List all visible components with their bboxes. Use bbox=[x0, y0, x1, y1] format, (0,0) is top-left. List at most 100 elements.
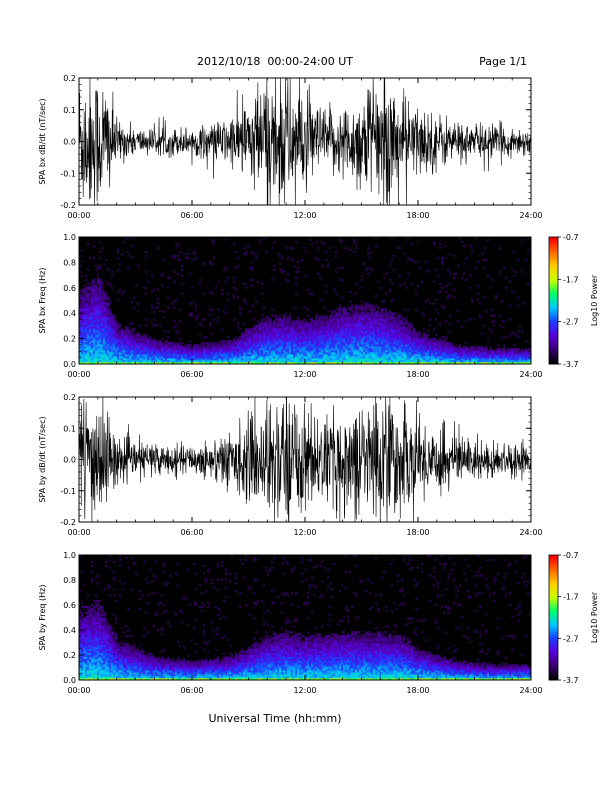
spectrogram-cell bbox=[343, 360, 346, 363]
spectrogram-cell bbox=[275, 330, 278, 333]
spectrogram-cell bbox=[377, 318, 380, 321]
spectrogram-cell bbox=[359, 328, 362, 331]
spectrogram-cell bbox=[367, 348, 370, 351]
spectrogram-cell bbox=[275, 350, 278, 353]
spectrogram-cell bbox=[401, 346, 404, 349]
spectrogram-cell bbox=[265, 330, 268, 333]
spectrogram-cell bbox=[523, 350, 526, 353]
spectrogram-cell bbox=[349, 332, 352, 335]
spectrogram-cell bbox=[339, 334, 342, 337]
spectrogram-cell bbox=[157, 360, 160, 363]
spectrogram-cell bbox=[413, 344, 416, 347]
spectrogram-cell bbox=[457, 264, 460, 268]
spectrogram-cell bbox=[309, 328, 312, 331]
spectrogram-cell bbox=[401, 334, 404, 337]
spectrogram-cell bbox=[213, 348, 216, 351]
spectrogram-cell bbox=[383, 316, 386, 319]
spectrogram-cell bbox=[109, 346, 112, 349]
spectrogram-cell bbox=[323, 334, 326, 337]
spectrogram-cell bbox=[525, 340, 528, 343]
x-tick-label: 00:00 bbox=[67, 211, 90, 220]
spectrogram-cell bbox=[327, 344, 330, 347]
spectrogram-cell bbox=[325, 336, 328, 339]
spectrogram-cell bbox=[393, 254, 396, 258]
spectrogram-cell bbox=[201, 360, 204, 363]
colorbar-segment bbox=[549, 355, 558, 359]
spectrogram-cell bbox=[363, 320, 366, 323]
spectrogram-cell bbox=[487, 274, 490, 277]
spectrogram-cell bbox=[137, 356, 140, 359]
spectrogram-cell bbox=[413, 358, 416, 361]
spectrogram-cell bbox=[311, 350, 314, 353]
spectrogram-cell bbox=[379, 312, 382, 315]
colorbar-segment bbox=[549, 287, 558, 291]
spectrogram-cell bbox=[87, 324, 90, 327]
spectrogram-cell bbox=[183, 356, 186, 359]
spectrogram-cell bbox=[323, 352, 326, 355]
spectrogram-cell bbox=[121, 340, 124, 343]
spectrogram-cell bbox=[453, 288, 456, 291]
spectrogram-cell bbox=[429, 348, 432, 351]
spectrogram-cell bbox=[257, 362, 260, 365]
spectrogram-cell bbox=[391, 324, 394, 327]
spectrogram-cell bbox=[415, 332, 418, 335]
spectrogram-cell bbox=[171, 348, 174, 351]
spectrogram-cell bbox=[399, 360, 402, 363]
spectrogram-cell bbox=[465, 350, 468, 353]
spectrogram-cell bbox=[521, 350, 524, 353]
spectrogram-cell bbox=[443, 306, 446, 309]
spectrogram-cell bbox=[239, 342, 242, 345]
spectrogram-cell bbox=[423, 346, 426, 349]
spectrogram-cell bbox=[367, 322, 370, 325]
spectrogram-cell bbox=[399, 362, 402, 365]
spectrogram-cell bbox=[243, 352, 246, 355]
spectrogram-cell bbox=[461, 348, 464, 351]
spectrogram-cell bbox=[277, 324, 280, 327]
spectrogram-cell bbox=[263, 344, 266, 347]
spectrogram-cell bbox=[87, 326, 90, 329]
spectrogram-cell bbox=[361, 354, 364, 357]
spectrogram-cell bbox=[387, 344, 390, 347]
spectrogram-cell bbox=[139, 352, 142, 355]
spectrogram-cell bbox=[525, 356, 528, 359]
spectrogram-cell bbox=[97, 350, 100, 353]
spectrogram-cell bbox=[147, 344, 150, 347]
spectrogram-cell bbox=[331, 328, 334, 331]
spectrogram-cell bbox=[243, 298, 246, 301]
spectrogram-cell bbox=[459, 352, 462, 355]
spectrogram-cell bbox=[411, 242, 414, 246]
spectrogram-cell bbox=[173, 300, 176, 303]
spectrogram-cell bbox=[239, 346, 242, 349]
spectrogram-cell bbox=[357, 340, 360, 343]
spectrogram-cell bbox=[167, 296, 170, 299]
spectrogram-cell bbox=[443, 358, 446, 361]
spectrogram-cell bbox=[383, 352, 386, 355]
spectrogram-cell bbox=[171, 344, 174, 347]
spectrogram-cell bbox=[211, 354, 214, 357]
spectrogram-cell bbox=[115, 324, 118, 327]
spectrogram-cell bbox=[171, 342, 174, 345]
spectrogram-cell bbox=[295, 292, 298, 295]
spectrogram-cell bbox=[381, 310, 384, 313]
spectrogram-cell bbox=[187, 350, 190, 353]
spectrogram-cell bbox=[79, 328, 82, 331]
spectrogram-cell bbox=[189, 356, 192, 359]
spectrogram-cell bbox=[311, 342, 314, 345]
spectrogram-cell bbox=[385, 354, 388, 357]
spectrogram-cell bbox=[365, 348, 368, 351]
spectrogram-cell bbox=[255, 324, 258, 327]
spectrogram-cell bbox=[447, 350, 450, 353]
spectrogram-cell bbox=[243, 354, 246, 357]
spectrogram-cell bbox=[311, 360, 314, 363]
spectrogram-cell bbox=[259, 338, 262, 341]
spectrogram-cell bbox=[117, 346, 120, 349]
spectrogram-cell bbox=[529, 348, 532, 351]
spectrogram-cell bbox=[355, 362, 358, 365]
spectrogram-cell bbox=[145, 354, 148, 357]
spectrogram-cell bbox=[89, 286, 92, 289]
spectrogram-cell bbox=[481, 348, 484, 351]
spectrogram-cell bbox=[241, 358, 244, 361]
spectrogram-cell bbox=[267, 358, 270, 361]
spectrogram-cell bbox=[325, 348, 328, 351]
spectrogram-cell bbox=[433, 342, 436, 345]
